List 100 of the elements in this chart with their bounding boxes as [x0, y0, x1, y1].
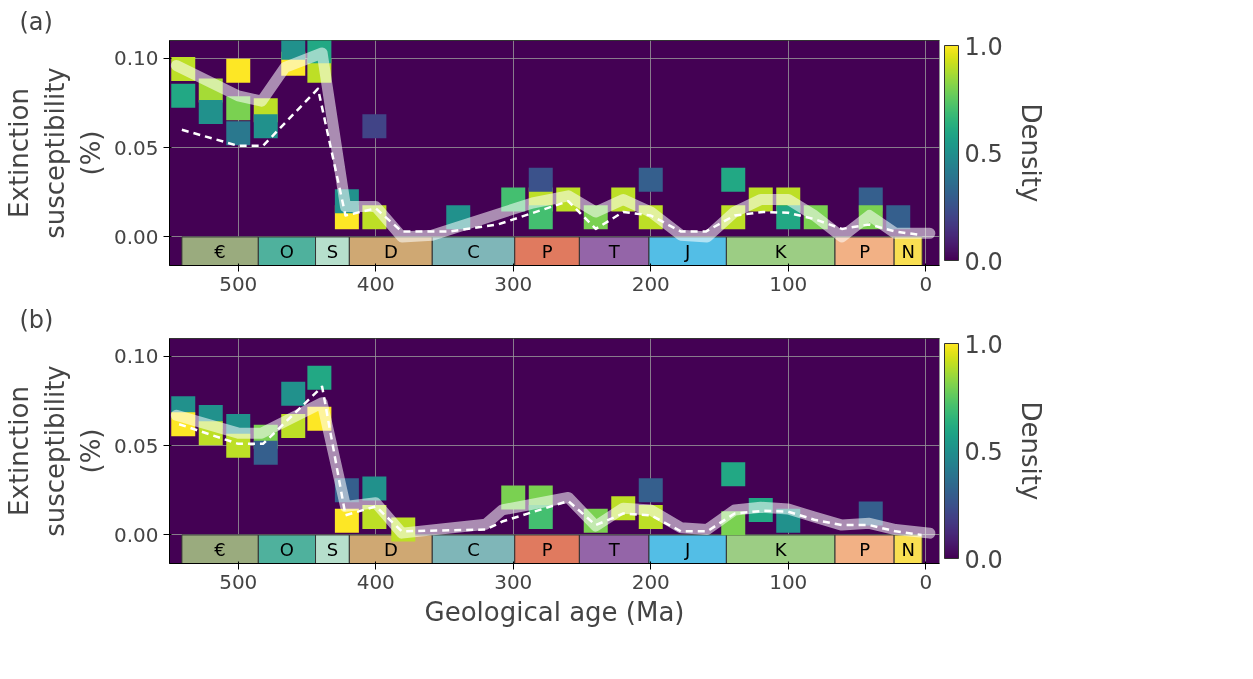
point: [198, 99, 223, 124]
point: [281, 414, 306, 438]
point: [748, 497, 773, 522]
x-tick-label: 200: [631, 271, 670, 296]
band-label: J: [684, 538, 691, 560]
point: [198, 421, 223, 446]
band-label: S: [326, 240, 339, 262]
x-tick-label: 400: [356, 569, 395, 594]
x-axis-title: Geological age (Ma): [424, 596, 685, 627]
point: [501, 485, 526, 510]
x-tick-label: 100: [769, 569, 808, 594]
point: [307, 406, 332, 431]
chart-title: (a): [19, 7, 53, 36]
point: [721, 205, 746, 230]
point: [776, 205, 801, 230]
band-label: N: [901, 538, 915, 560]
band-label: €: [214, 538, 226, 560]
y-tick-label: 0.05: [113, 433, 159, 458]
band-label: P: [859, 240, 871, 262]
point: [334, 189, 359, 214]
band-label: D: [383, 538, 398, 560]
y-tick-label: 0.10: [113, 46, 159, 71]
point: [528, 505, 553, 530]
x-tick-label: 400: [356, 271, 395, 296]
x-tick-label: 300: [494, 569, 533, 594]
point: [362, 205, 387, 230]
color-bar-label: 0.0: [964, 247, 1003, 276]
point: [528, 167, 553, 192]
y-axis-title: Extinction susceptibility (%): [3, 67, 106, 239]
band-label: P: [859, 538, 871, 560]
point: [362, 505, 387, 530]
point: [226, 96, 251, 121]
point: [446, 205, 471, 230]
band-label: T: [607, 240, 621, 262]
y-tick-label: 0.00: [113, 522, 159, 547]
point: [307, 40, 332, 64]
point: [528, 205, 553, 230]
y-tick-label: 0.00: [113, 224, 159, 249]
band-label: P: [541, 240, 553, 262]
point: [776, 508, 801, 533]
point: [362, 476, 387, 501]
point: [721, 511, 746, 536]
x-tick-label: 0: [919, 569, 933, 594]
point: [391, 517, 416, 542]
point: [583, 508, 608, 533]
point: [226, 121, 251, 146]
band-label: D: [383, 240, 398, 262]
band-label: P: [541, 538, 553, 560]
point: [748, 187, 773, 212]
x-tick-label: 500: [219, 569, 258, 594]
point: [501, 187, 526, 212]
point: [226, 433, 251, 458]
band-label: N: [901, 240, 915, 262]
color-bar-label: 1.0: [964, 32, 1003, 61]
point: [858, 501, 883, 526]
y-tick-label: 0.05: [113, 135, 159, 160]
point: [583, 205, 608, 230]
point: [171, 83, 196, 108]
x-tick-label: 200: [631, 569, 670, 594]
point: [253, 114, 278, 139]
y-axis-title: Extinction susceptibility (%): [3, 365, 106, 537]
band-label: C: [467, 240, 480, 262]
x-tick-label: 0: [919, 271, 933, 296]
band-label: S: [326, 538, 339, 560]
y-tick-label: 0.10: [113, 344, 159, 369]
band-label: T: [607, 538, 621, 560]
point: [171, 412, 196, 437]
point: [721, 167, 746, 192]
point: [638, 167, 663, 192]
point: [334, 508, 359, 533]
x-tick-label: 300: [494, 271, 533, 296]
point: [721, 462, 746, 487]
color-bar-title: Density: [1015, 401, 1046, 501]
color-bar-label: 0.5: [964, 438, 1003, 466]
point: [858, 205, 883, 230]
color-bar-label: 1.0: [964, 330, 1003, 359]
color-bar-title: Density: [1015, 103, 1046, 203]
chart-title: (b): [19, 305, 54, 334]
band-label: J: [684, 240, 691, 262]
color-bar-label: 0.0: [964, 545, 1003, 574]
point: [556, 187, 581, 212]
point: [886, 205, 911, 230]
band-label: C: [467, 538, 480, 560]
band-label: O: [279, 240, 295, 262]
point: [611, 496, 636, 521]
point: [226, 58, 251, 83]
point: [638, 505, 663, 530]
color-bar-label: 0.5: [964, 140, 1003, 168]
point: [171, 57, 196, 82]
point: [803, 205, 828, 230]
point: [307, 365, 332, 390]
point: [638, 205, 663, 230]
band-label: K: [774, 538, 788, 560]
point: [334, 478, 359, 503]
point: [281, 381, 306, 406]
band-label: K: [774, 240, 788, 262]
point: [362, 114, 387, 139]
x-tick-label: 100: [769, 271, 808, 296]
point: [253, 440, 278, 465]
x-tick-label: 500: [219, 271, 258, 296]
